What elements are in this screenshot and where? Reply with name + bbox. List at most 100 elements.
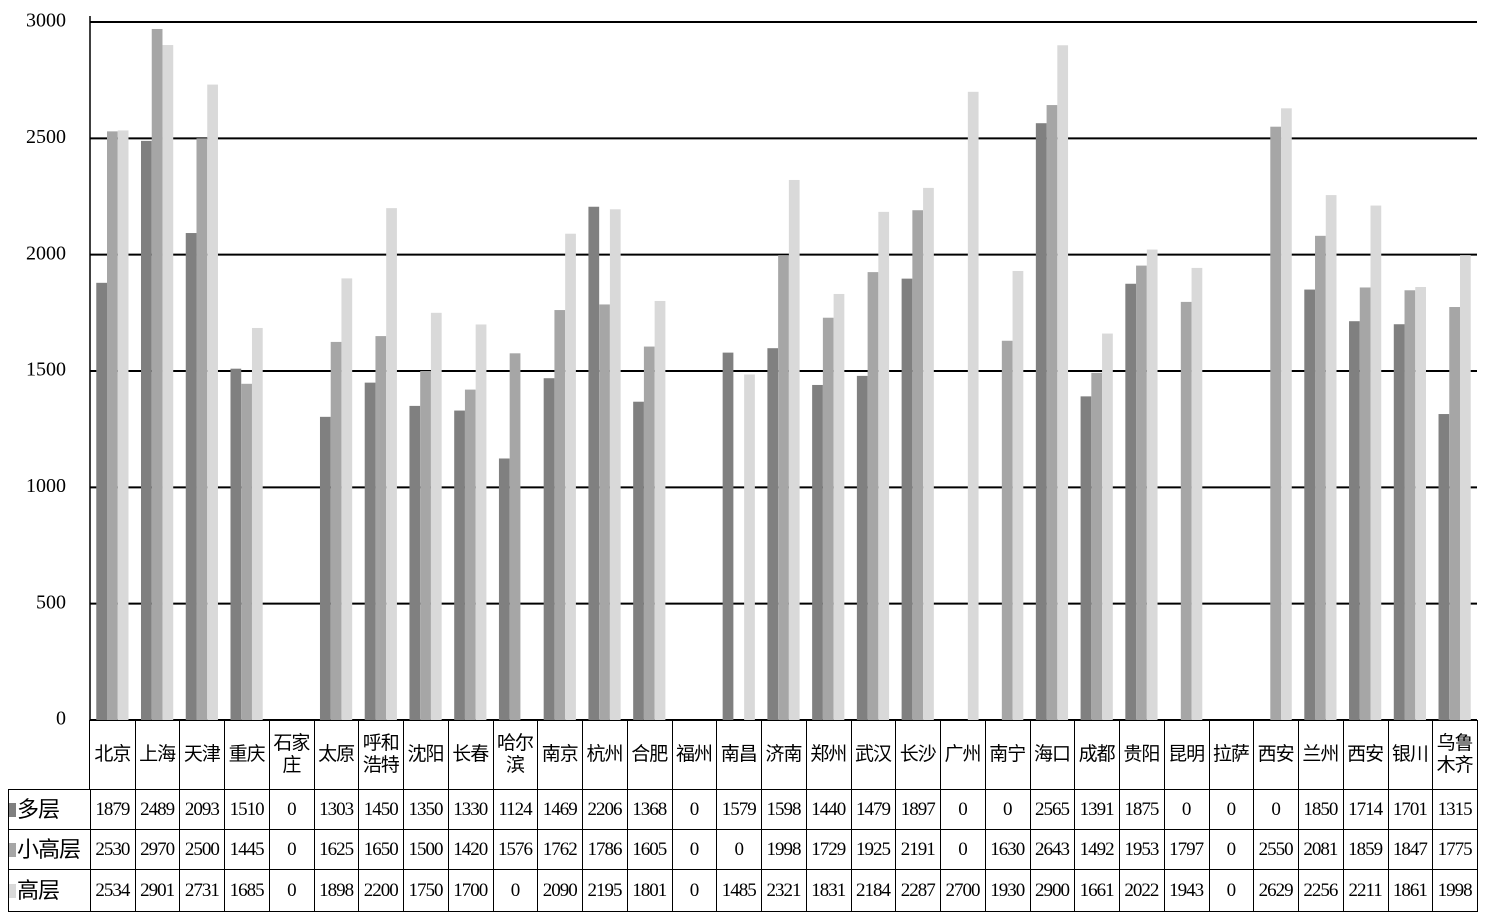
table-value-text: 1391 (1079, 798, 1115, 820)
table-value-text: 1875 (1124, 798, 1159, 820)
bar (162, 45, 174, 721)
bar (1102, 333, 1113, 720)
table-value-text: 1685 (229, 879, 265, 901)
bar (1057, 45, 1069, 721)
table-value: 1998 (761, 830, 807, 870)
table-value-text: 1775 (1437, 838, 1473, 860)
table-value-text: 1630 (990, 838, 1025, 860)
bar (107, 131, 118, 720)
table-value: 1930 (984, 870, 1031, 912)
bar (375, 336, 387, 720)
category-label-text: 重庆 (228, 743, 266, 765)
bar (1415, 287, 1426, 720)
table-value: 1847 (1387, 830, 1434, 870)
table-value: 1391 (1074, 790, 1121, 830)
table-value-text: 1701 (1392, 798, 1428, 820)
table-value-text: 1729 (811, 838, 846, 860)
table-value-text: 1953 (1124, 838, 1159, 860)
category-label: 西安 (1253, 720, 1300, 790)
bar (1393, 324, 1405, 720)
category-label-text: 杭州 (586, 743, 624, 765)
table-value-text: 2700 (945, 879, 980, 901)
table-value: 1330 (447, 790, 494, 830)
y-tick-label: 2000 (26, 242, 66, 264)
category-label: 重庆 (224, 720, 270, 790)
table-value-text: 0 (1226, 879, 1236, 901)
table-value-text: 0 (958, 798, 967, 820)
bar (812, 384, 823, 720)
bar (330, 341, 342, 720)
bar (141, 140, 152, 720)
y-tick-label: 1000 (26, 475, 66, 497)
category-label-text: 济南 (765, 743, 802, 765)
category-label-text: 西安 (1347, 743, 1384, 765)
table-value: 0 (1253, 790, 1300, 830)
category-label-text: 石家庄 (273, 732, 310, 776)
table-value: 1953 (1119, 830, 1165, 870)
table-value-text: 1469 (542, 798, 578, 820)
category-label: 兰州 (1298, 720, 1344, 790)
bar (364, 382, 376, 720)
table-value-text: 1998 (766, 838, 801, 860)
table-value-text: 1440 (811, 798, 846, 820)
bar (1370, 205, 1382, 721)
table-value: 2901 (134, 870, 181, 912)
table-value-text: 0 (734, 838, 743, 860)
table-value-text: 2287 (900, 879, 936, 901)
category-label-text: 福州 (676, 743, 713, 765)
category-label-text: 南昌 (720, 743, 758, 765)
category-label-text: 郑州 (810, 743, 847, 765)
category-label-text: 贵阳 (1123, 743, 1160, 765)
category-label-text: 合肥 (631, 743, 668, 765)
bar (565, 233, 576, 720)
table-value: 0 (671, 830, 718, 870)
table-value-text: 2321 (766, 879, 801, 901)
bar (251, 327, 263, 720)
bar (1349, 321, 1360, 720)
table-value: 2534 (90, 870, 136, 912)
category-label: 贵阳 (1119, 720, 1165, 790)
table-value: 1801 (626, 870, 673, 912)
bar (196, 138, 208, 721)
table-value: 1850 (1298, 790, 1344, 830)
table-value: 1630 (984, 830, 1031, 870)
table-value-text: 1847 (1392, 838, 1428, 860)
table-value: 1440 (805, 790, 852, 830)
table-value-text: 2900 (1034, 879, 1070, 901)
table-value: 2321 (761, 870, 807, 912)
table-value: 1650 (358, 830, 405, 870)
table-value-text: 1500 (408, 838, 444, 860)
bar (230, 368, 242, 720)
table-value: 1485 (716, 870, 763, 912)
legend-label-text: 高层 (17, 877, 60, 903)
table-value-text: 1576 (498, 838, 533, 860)
bar (722, 352, 734, 720)
category-label-text: 成都 (1078, 743, 1116, 765)
table-value: 1701 (1387, 790, 1434, 830)
table-top-edge (8, 789, 90, 790)
table-value-text: 1579 (721, 798, 757, 820)
table-value: 1762 (537, 830, 584, 870)
y-tick-label: 3000 (26, 10, 66, 32)
table-value-text: 0 (1226, 838, 1236, 860)
table-value: 0 (940, 790, 986, 830)
table-value: 2090 (537, 870, 584, 912)
table-value: 0 (1208, 830, 1255, 870)
table-value-text: 2022 (1124, 879, 1159, 901)
table-value: 2643 (1029, 830, 1076, 870)
table-value: 0 (1208, 790, 1255, 830)
legend-label: 高层 (8, 870, 91, 912)
table-value: 1898 (313, 870, 360, 912)
table-value: 2489 (134, 790, 181, 830)
table-value: 1861 (1387, 870, 1434, 912)
category-label-text: 昆明 (1168, 743, 1205, 765)
y-tick-label: 2500 (26, 126, 66, 148)
table-value-text: 0 (689, 838, 699, 860)
bar (833, 293, 845, 720)
table-value-text: 1315 (1437, 798, 1473, 820)
bar (1404, 290, 1416, 720)
bar (654, 300, 666, 720)
bar (1325, 195, 1337, 720)
table-value-text: 2489 (140, 798, 175, 820)
category-label-text: 长春 (452, 743, 489, 765)
